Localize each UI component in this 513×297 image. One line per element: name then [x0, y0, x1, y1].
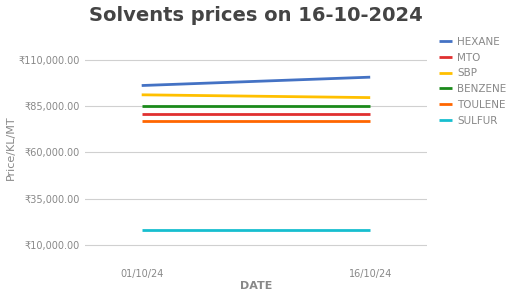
- Line: HEXANE: HEXANE: [142, 77, 370, 86]
- HEXANE: [139, 84, 145, 87]
- SBP: [139, 93, 145, 97]
- SULFUR: [367, 229, 373, 232]
- Legend: HEXANE, MTO, SBP, BENZENE, TOULENE, SULFUR: HEXANE, MTO, SBP, BENZENE, TOULENE, SULF…: [440, 37, 506, 126]
- Title: Solvents prices on 16-10-2024: Solvents prices on 16-10-2024: [89, 6, 423, 25]
- TOULENE: [367, 119, 373, 123]
- BENZENE: [139, 104, 145, 108]
- MTO: [139, 113, 145, 116]
- SBP: [367, 96, 373, 99]
- X-axis label: DATE: DATE: [240, 282, 272, 291]
- MTO: [367, 113, 373, 116]
- SULFUR: [139, 229, 145, 232]
- Line: SBP: SBP: [142, 95, 370, 98]
- BENZENE: [367, 104, 373, 108]
- HEXANE: [367, 75, 373, 79]
- TOULENE: [139, 119, 145, 123]
- Y-axis label: Price/KL/MT: Price/KL/MT: [6, 116, 15, 180]
